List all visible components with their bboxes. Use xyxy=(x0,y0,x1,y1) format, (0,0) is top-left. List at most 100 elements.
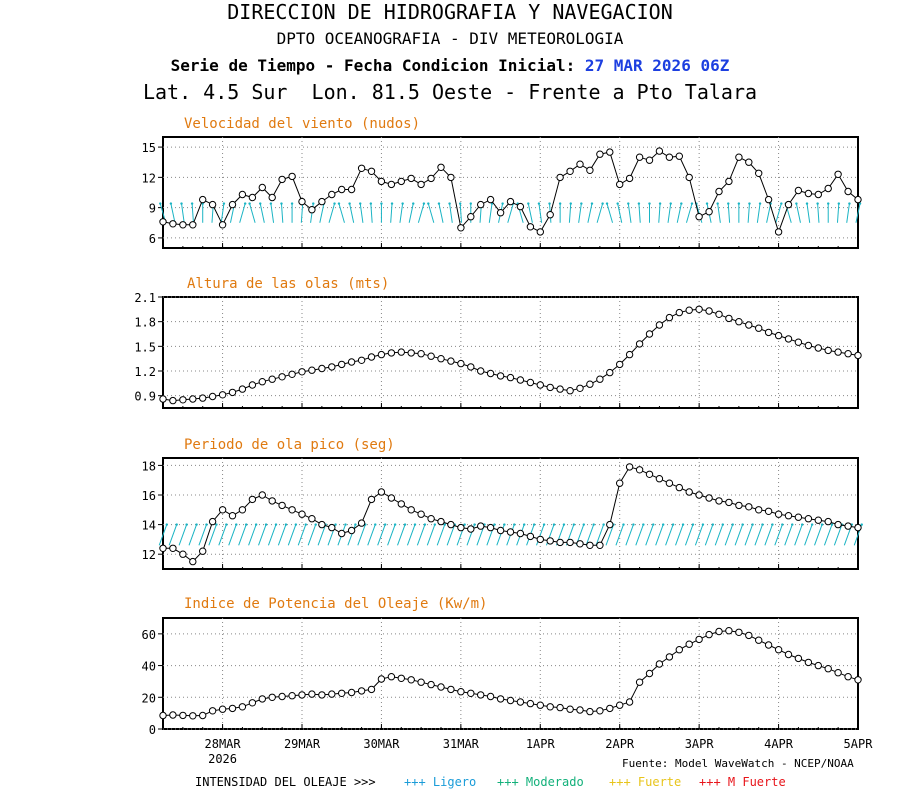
direction-arrow xyxy=(220,203,225,223)
direction-arrow-head xyxy=(548,202,551,205)
data-point xyxy=(834,348,842,356)
direction-arrow-head xyxy=(294,523,298,526)
data-point xyxy=(298,368,306,376)
data-point xyxy=(834,170,842,179)
data-point xyxy=(208,517,217,526)
data-point xyxy=(367,495,376,504)
direction-arrow-head xyxy=(810,523,814,526)
direction-arrow xyxy=(804,524,813,546)
data-point xyxy=(278,175,286,184)
direction-arrow xyxy=(438,203,444,223)
data-point xyxy=(834,520,842,529)
data-point xyxy=(298,197,306,206)
direction-arrow-head xyxy=(737,202,741,205)
direction-arrow-head xyxy=(427,202,430,205)
direction-arrow xyxy=(585,524,595,546)
data-point xyxy=(546,703,554,711)
data-point xyxy=(695,213,703,221)
data-point xyxy=(606,704,614,713)
data-point xyxy=(745,631,753,640)
x-tick-label: 2APR xyxy=(605,737,635,751)
direction-arrow-head xyxy=(254,523,258,526)
data-point xyxy=(566,387,574,395)
data-point xyxy=(516,698,525,706)
direction-arrow-head xyxy=(532,523,536,526)
x-tick-label: 1APR xyxy=(526,737,556,751)
data-point xyxy=(616,360,624,369)
direction-arrow-head xyxy=(795,202,798,205)
data-point xyxy=(616,479,624,487)
data-point xyxy=(764,641,773,649)
data-point xyxy=(238,703,247,711)
direction-arrow-head xyxy=(390,202,394,205)
data-point xyxy=(457,688,465,696)
direction-arrow-head xyxy=(244,523,248,526)
direction-arrow-head xyxy=(537,202,541,205)
direction-arrow-head xyxy=(284,523,288,526)
direction-arrow xyxy=(319,203,325,223)
direction-arrow-head xyxy=(493,523,496,526)
data-point xyxy=(288,172,296,181)
data-point xyxy=(675,152,683,160)
data-point xyxy=(248,699,257,707)
data-point xyxy=(625,174,634,183)
direction-arrow xyxy=(568,203,572,223)
data-point xyxy=(387,180,396,189)
direction-arrow xyxy=(427,203,435,223)
direction-arrow-head xyxy=(354,523,357,526)
x-tick-label: 31MAR xyxy=(443,737,480,751)
source-note: Fuente: Model WaveWatch - NCEP/NOAA xyxy=(622,757,854,770)
direction-arrow xyxy=(188,524,198,546)
direction-arrow xyxy=(459,203,463,223)
y-tick-label: 14 xyxy=(142,519,156,533)
data-point xyxy=(377,675,386,683)
data-point xyxy=(745,158,753,166)
data-point xyxy=(347,688,356,697)
data-point xyxy=(506,197,515,206)
data-point xyxy=(377,177,386,186)
direction-arrow-head xyxy=(235,523,238,526)
data-point xyxy=(347,526,356,535)
data-point xyxy=(824,346,832,355)
data-point xyxy=(228,200,237,209)
direction-arrow-head xyxy=(761,523,764,526)
direction-arrow-head xyxy=(741,523,744,526)
direction-arrow-head xyxy=(562,523,566,526)
data-point xyxy=(844,350,852,358)
data-point xyxy=(427,515,435,523)
direction-arrow xyxy=(655,524,664,546)
data-point xyxy=(218,391,227,399)
direction-arrow-head xyxy=(681,523,685,526)
data-point xyxy=(457,523,465,532)
data-point xyxy=(298,510,306,518)
data-point xyxy=(655,475,664,483)
data-point xyxy=(526,699,535,708)
direction-arrow-head xyxy=(401,202,404,205)
direction-arrow-head xyxy=(805,202,809,205)
data-point xyxy=(764,328,773,337)
direction-arrow xyxy=(714,524,724,546)
data-point xyxy=(725,498,733,507)
data-point xyxy=(755,506,763,514)
data-point xyxy=(854,195,862,204)
data-point xyxy=(774,331,783,340)
data-point xyxy=(735,153,743,161)
direction-arrow-head xyxy=(437,202,441,205)
data-point xyxy=(675,308,683,317)
data-point xyxy=(526,223,535,231)
direction-arrow xyxy=(675,524,684,546)
data-point xyxy=(546,383,554,392)
direction-arrow-head xyxy=(413,523,417,526)
direction-arrow xyxy=(317,524,327,546)
direction-arrow-head xyxy=(751,523,754,526)
direction-arrow xyxy=(833,524,843,546)
data-point xyxy=(457,359,465,368)
data-point xyxy=(387,349,396,357)
direction-arrow-head xyxy=(827,202,830,205)
direction-arrow xyxy=(645,524,654,546)
data-point xyxy=(616,701,624,709)
data-point xyxy=(367,685,376,694)
chart-panel-3: Periodo de ola pico (seg) 12 14 16 18 xyxy=(142,437,863,570)
direction-arrow xyxy=(784,524,793,546)
direction-arrow xyxy=(390,203,393,223)
